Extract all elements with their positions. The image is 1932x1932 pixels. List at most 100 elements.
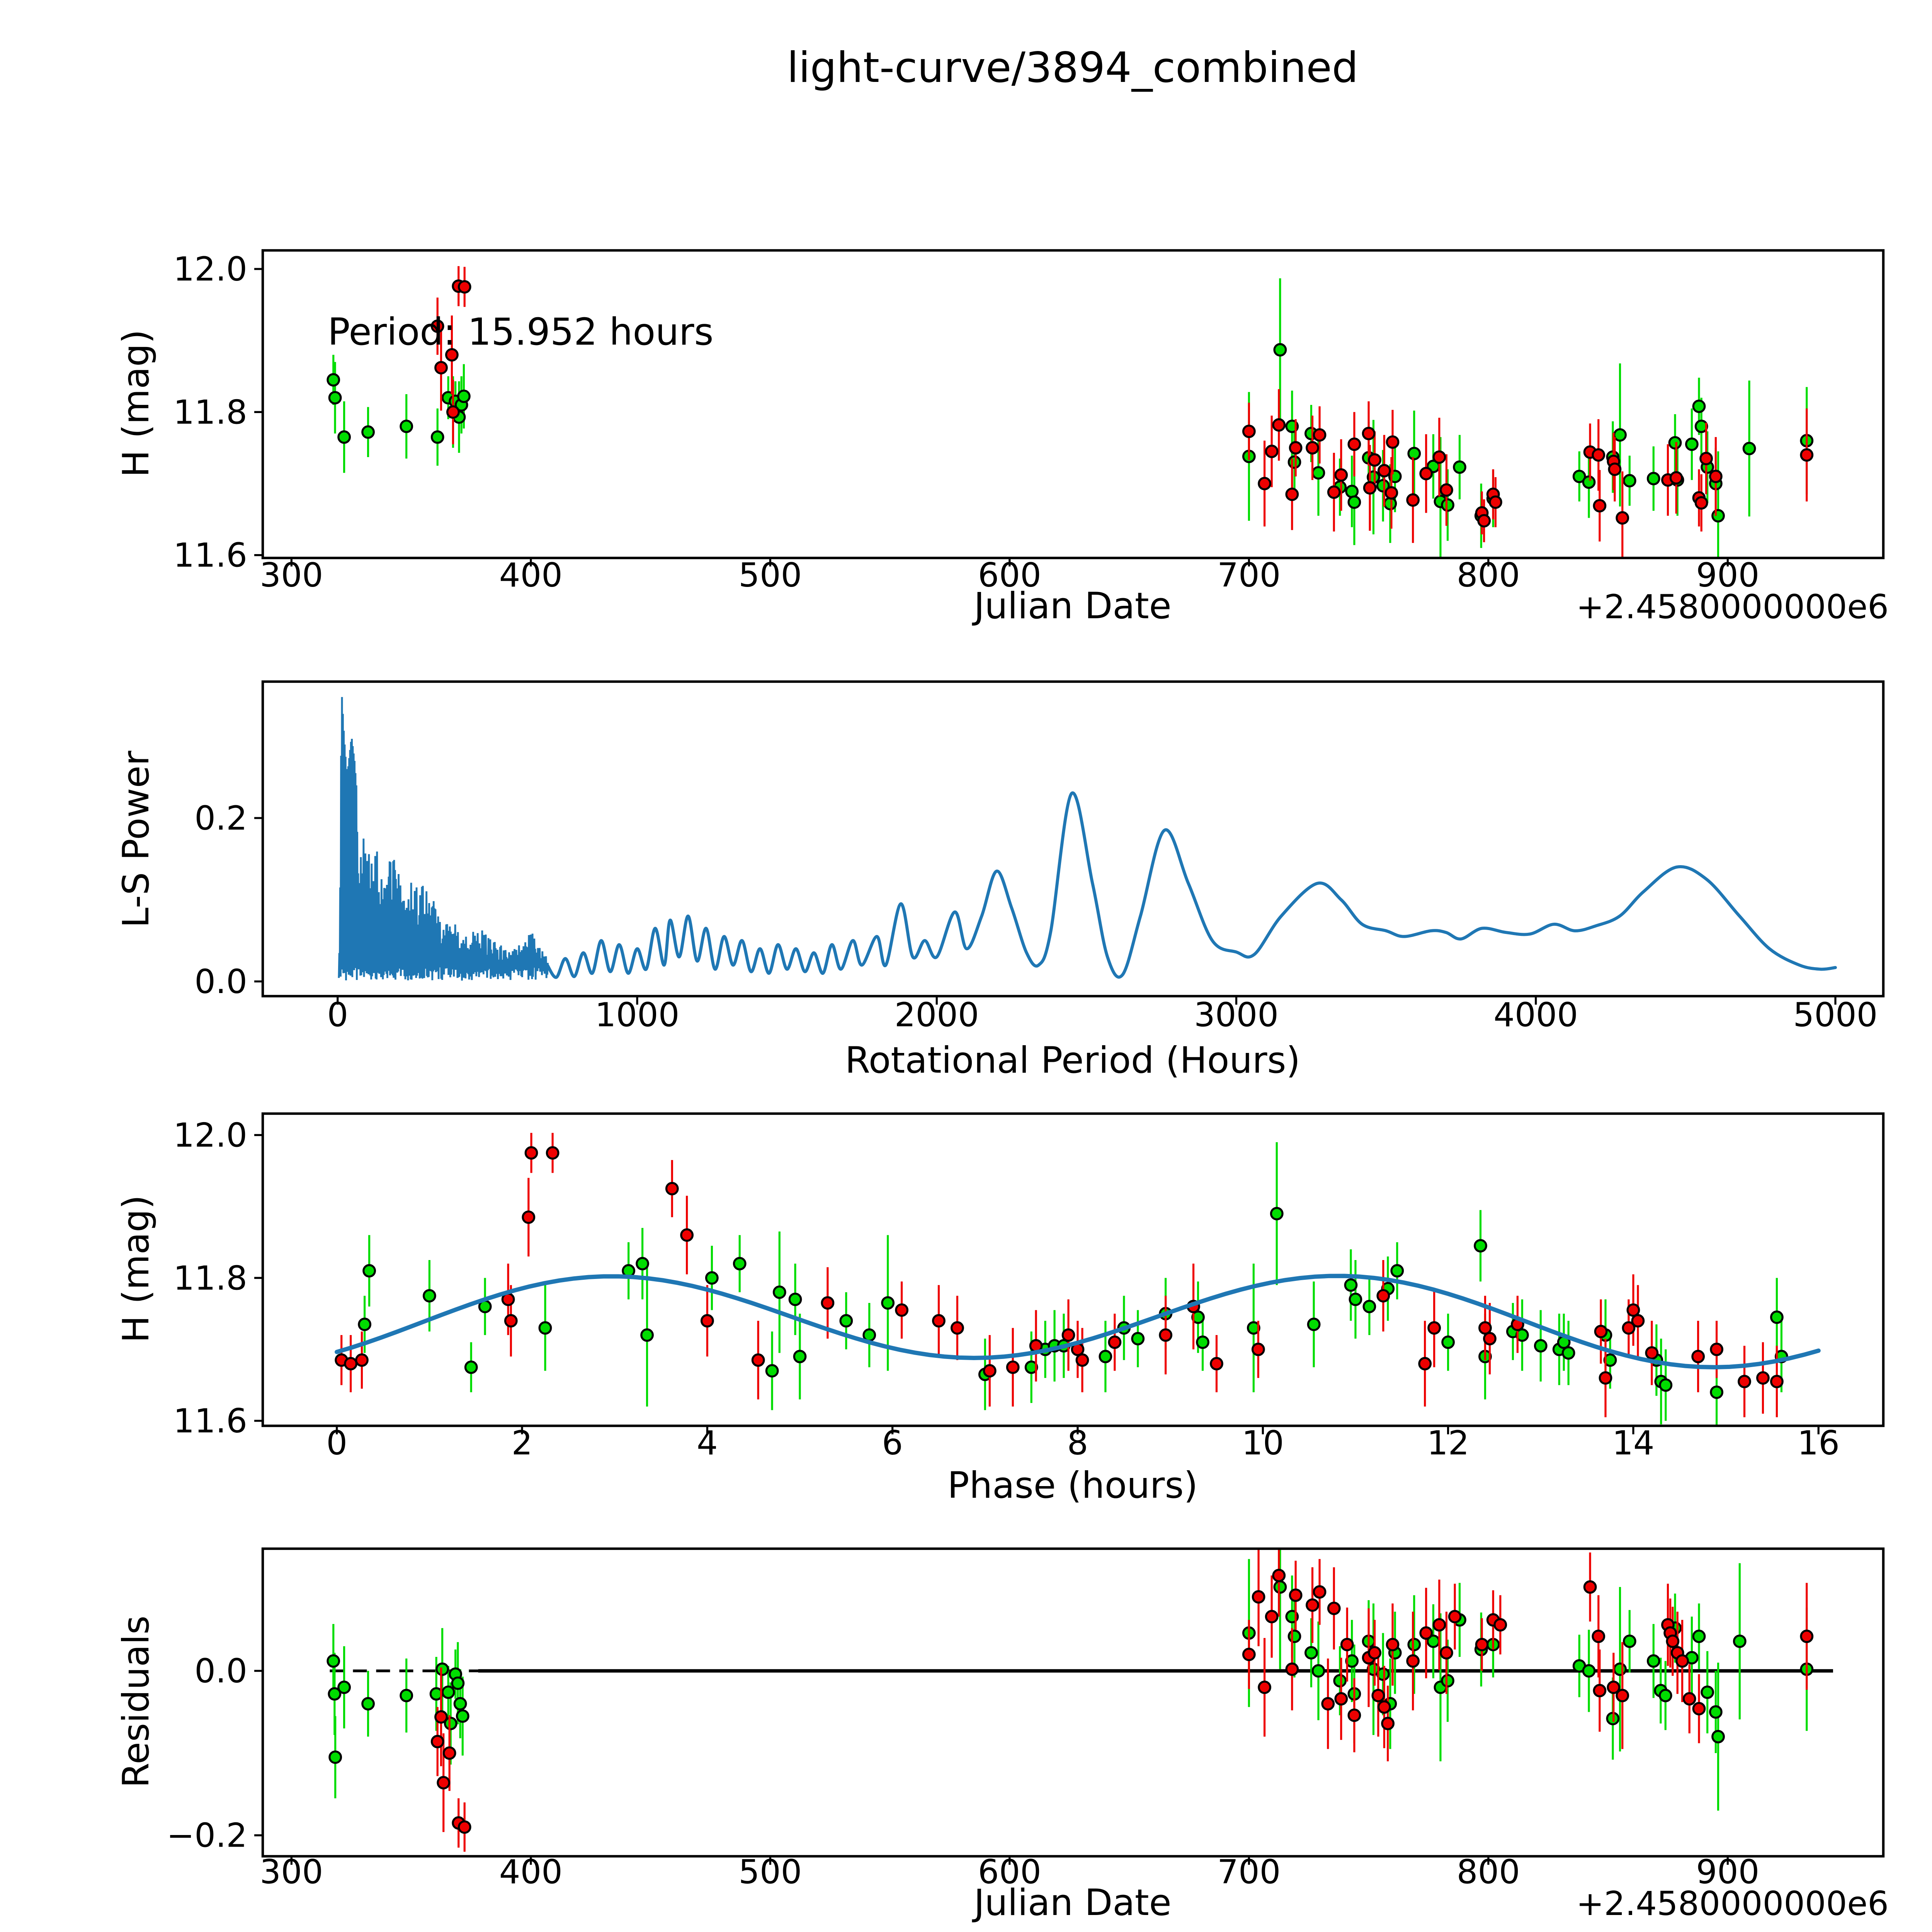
red-point [895, 1303, 909, 1317]
red-point [1616, 1689, 1629, 1702]
green-point [1273, 343, 1287, 357]
red-point [1448, 1610, 1462, 1624]
green-point [464, 1360, 478, 1374]
green-point [1603, 1353, 1617, 1367]
green-point [1270, 1207, 1284, 1221]
red-point [751, 1353, 765, 1367]
red-point [1800, 1629, 1814, 1643]
green-point [400, 1689, 413, 1702]
data-layer [335, 1133, 1821, 1426]
red-point [1381, 1716, 1395, 1730]
green-point [1770, 1310, 1784, 1324]
red-point [1699, 452, 1713, 466]
red-point [1493, 1618, 1507, 1632]
red-point [344, 1357, 358, 1371]
x-tick-label: 900 [1696, 556, 1759, 595]
green-point [1099, 1350, 1112, 1364]
axes-frame [261, 249, 1885, 560]
red-point [951, 1321, 964, 1335]
panel-lightcurve-jd: 300 400 500 600 700 800 900 12.0 11.8 11.6 H (mag… [115, 249, 1889, 627]
red-point [1477, 514, 1491, 528]
green-point [422, 1289, 436, 1303]
red-point [457, 280, 471, 294]
red-point [1631, 1314, 1645, 1328]
red-point [1285, 1662, 1299, 1676]
green-point [1191, 1310, 1205, 1324]
x-tick-label: 3000 [1194, 996, 1279, 1034]
red-point [1427, 1321, 1441, 1335]
red-point [1419, 1626, 1433, 1640]
green-point [361, 1697, 375, 1711]
red-point [1347, 437, 1361, 451]
green-point [1362, 1299, 1376, 1313]
green-point [1407, 447, 1421, 461]
red-point [1710, 1342, 1724, 1356]
green-point [1345, 485, 1359, 498]
red-point [1376, 1289, 1390, 1303]
red-point [1694, 496, 1708, 510]
green-point [457, 389, 471, 403]
red-point [1386, 435, 1400, 449]
x-tick-label: 400 [499, 556, 563, 595]
green-point [1622, 474, 1636, 488]
red-point [430, 1735, 444, 1748]
x-tick-label: 500 [738, 1853, 802, 1891]
x-tick-label: 400 [499, 1853, 563, 1891]
red-point [1363, 481, 1377, 495]
red-point [1327, 485, 1341, 499]
panel-residuals: 300 400 500 600 700 800 900 0.0 −0.2 Residuals J… [115, 1547, 1889, 1924]
green-point [358, 1318, 372, 1331]
x-tick-label: 700 [1217, 1853, 1281, 1891]
red-point [1306, 1598, 1319, 1612]
green-point [327, 1654, 340, 1668]
red-point [1362, 427, 1376, 440]
green-point [1733, 1634, 1747, 1648]
green-point [793, 1350, 807, 1364]
green-point [1692, 400, 1706, 413]
data-layer [338, 697, 1837, 981]
x-tick-label: 14 [1612, 1424, 1654, 1463]
red-point [1489, 495, 1502, 509]
green-point [1711, 1730, 1725, 1743]
red-point [1666, 1634, 1680, 1648]
green-point [1561, 1346, 1575, 1360]
red-point [1478, 1321, 1492, 1335]
red-point [1108, 1335, 1122, 1349]
green-point [337, 1680, 351, 1694]
red-point [434, 1710, 448, 1724]
green-point [636, 1257, 649, 1270]
green-point [1659, 1378, 1673, 1392]
red-point [1682, 1692, 1696, 1706]
axes-phased-lightcurve: 0 2 4 6 8 10 12 14 16 12.0 11.8 11.6 [173, 1112, 1885, 1463]
x-tick-label: 2000 [895, 996, 979, 1034]
x-tick-label: 500 [738, 556, 802, 595]
x-tick-label: 800 [1457, 1853, 1520, 1891]
x-tick-label: 600 [978, 556, 1041, 595]
red-point [1386, 1638, 1400, 1651]
red-point [932, 1314, 946, 1328]
green-point [1742, 442, 1756, 456]
x-tick-label: 300 [260, 1853, 323, 1891]
green-point [705, 1271, 719, 1285]
green-point [1247, 1321, 1260, 1335]
red-point [700, 1314, 714, 1328]
red-point [445, 348, 459, 362]
green-point [1311, 1664, 1325, 1678]
y-tick-label: 11.6 [173, 1402, 247, 1440]
x-tick-label: 5000 [1793, 996, 1878, 1034]
green-point [1307, 1318, 1321, 1331]
xlabel-phase-hours: Phase (hours) [947, 1464, 1198, 1507]
red-point [430, 319, 444, 333]
green-point [430, 430, 444, 444]
red-point [1285, 487, 1299, 501]
red-point [1340, 1638, 1354, 1651]
red-point [1321, 1697, 1335, 1711]
red-point [446, 405, 460, 419]
green-point [538, 1321, 552, 1335]
green-point [451, 1676, 465, 1690]
xlabel-julian-date-bottom: Julian Date [972, 1882, 1171, 1924]
red-point [1258, 1680, 1271, 1694]
red-point [1371, 1689, 1385, 1702]
period-annotation: Period: 15.952 hours [328, 310, 714, 354]
green-point [1668, 436, 1682, 450]
